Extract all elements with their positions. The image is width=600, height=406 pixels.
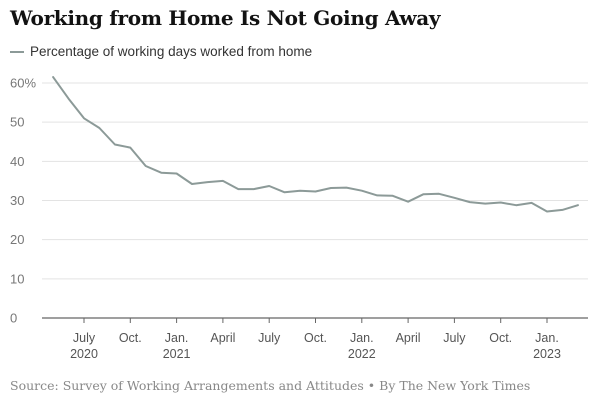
legend: Percentage of working days worked from h… (10, 44, 312, 59)
y-tick-label: 30 (10, 193, 24, 208)
y-tick-label: 0 (10, 311, 17, 326)
x-tick-label: April (396, 331, 421, 345)
source-note: Source: Survey of Working Arrangements a… (10, 378, 531, 393)
legend-swatch (10, 50, 24, 53)
x-tick-year: 2020 (70, 347, 98, 361)
x-tick-label: Oct. (119, 331, 142, 345)
y-tick-label: 10 (10, 271, 24, 286)
x-tick-year: 2023 (533, 347, 561, 361)
x-tick-label: Oct. (304, 331, 327, 345)
x-axis-ticks: July 2020 Oct. Jan. 2021 April July Oct. Jan. 202… (70, 318, 561, 361)
x-tick-label: April (210, 331, 235, 345)
grid-lines (42, 82, 588, 319)
chart-title: Working from Home Is Not Going Away (10, 6, 441, 30)
y-tick-label: 50 (10, 115, 24, 130)
y-axis-ticks: 60% 50 40 30 20 10 0 (10, 76, 36, 326)
x-tick-year: 2022 (348, 347, 376, 361)
x-tick-label: July (73, 331, 96, 345)
y-tick-label: 40 (10, 154, 24, 169)
y-tick-label: 60% (10, 76, 36, 91)
x-tick-label: Jan. (165, 331, 189, 345)
x-tick-label: Jan. (350, 331, 374, 345)
series-line (52, 76, 579, 213)
series-layer (52, 76, 579, 213)
x-tick-label: July (258, 331, 281, 345)
y-tick-label: 20 (10, 232, 24, 247)
x-tick-year: 2021 (163, 347, 191, 361)
x-tick-label: July (443, 331, 466, 345)
legend-label: Percentage of working days worked from h… (30, 44, 313, 59)
x-tick-label: Oct. (489, 331, 512, 345)
x-tick-label: Jan. (535, 331, 559, 345)
